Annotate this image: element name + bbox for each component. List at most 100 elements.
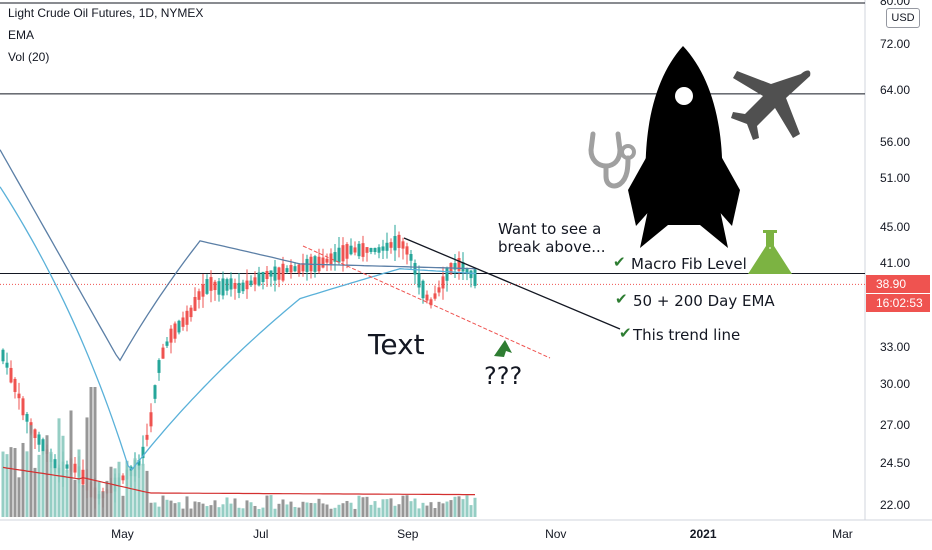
volume-bar: [273, 508, 277, 517]
volume-bar: [129, 470, 133, 517]
volume-bar: [161, 495, 165, 517]
candle-body: [373, 247, 377, 253]
candle-body: [157, 360, 161, 373]
volume-bar: [137, 465, 141, 517]
last-price-tag: 38.90: [866, 275, 930, 293]
candle-body: [393, 236, 397, 251]
volume-bar: [117, 461, 121, 517]
question-annotation: ???: [484, 362, 523, 390]
currency-button[interactable]: USD: [886, 8, 920, 28]
volume-indicator-label[interactable]: Vol (20): [8, 50, 50, 64]
volume-bar: [101, 491, 105, 517]
candle-body: [409, 253, 413, 261]
y-tick-label: 22.00: [879, 498, 910, 512]
candle-body: [417, 273, 421, 288]
y-tick-label: 64.00: [879, 82, 910, 97]
volume-bar: [329, 508, 333, 517]
x-tick-label: Jul: [253, 527, 269, 541]
candle-body: [241, 282, 245, 292]
ema-50-line: [0, 186, 477, 471]
candle-body: [361, 243, 365, 257]
candle-body: [253, 277, 257, 285]
trend-line-black: [403, 237, 621, 330]
volume-ma-line: [2, 466, 475, 496]
volume-bar: [65, 469, 69, 517]
y-tick-label: 51.00: [879, 171, 910, 186]
candle-body: [273, 266, 277, 281]
volume-bar: [81, 485, 85, 517]
volume-bar: [169, 500, 173, 517]
candle-body: [1, 349, 5, 362]
volume-bar: [269, 495, 273, 517]
volume-bar: [365, 496, 369, 517]
candle-body: [345, 244, 349, 259]
volume-bar: [209, 505, 213, 517]
stethoscope-icon: [588, 131, 636, 189]
candle-body: [153, 385, 157, 399]
volume-bar: [381, 499, 385, 517]
volume-bar: [189, 508, 193, 517]
candle-body: [289, 265, 293, 273]
candle-body: [473, 269, 477, 286]
volume-bar: [109, 466, 113, 517]
candle-body: [445, 268, 449, 281]
volume-bar: [225, 497, 229, 517]
flask-icon: [748, 230, 792, 274]
volume-bar: [181, 508, 185, 517]
volume-bar: [85, 417, 89, 517]
check-icon: ✔: [615, 290, 628, 308]
candle-body: [389, 242, 393, 248]
volume-bar: [141, 463, 145, 517]
y-tick-label: 33.00: [879, 340, 910, 355]
candle-body: [325, 258, 329, 263]
volume-bar: [277, 503, 281, 517]
candle-body: [333, 252, 337, 262]
candle-body: [349, 245, 353, 255]
note-line-2: break above...: [498, 238, 606, 256]
volume-bar: [17, 477, 21, 517]
volume-bar: [293, 506, 297, 517]
volume-bar: [353, 508, 357, 517]
x-tick-label: Nov: [545, 527, 567, 541]
candle-body: [401, 241, 405, 249]
volume-bar: [413, 498, 417, 517]
candle-body: [261, 271, 265, 283]
volume-bar: [1, 451, 5, 517]
volume-bar: [217, 507, 221, 517]
volume-bar: [5, 454, 9, 517]
volume-bar: [125, 460, 129, 517]
volume-bar: [333, 507, 337, 517]
volume-bar: [309, 502, 313, 517]
volume-bar: [453, 496, 457, 517]
volume-bar: [57, 418, 61, 517]
volume-bar: [341, 503, 345, 517]
volume-bar: [361, 497, 365, 517]
volume-bar: [253, 505, 257, 517]
candle-body: [357, 243, 361, 257]
candle-body: [421, 280, 425, 299]
volume-bar: [193, 501, 197, 517]
note-line-1: Want to see a: [498, 220, 602, 238]
candle-body: [189, 307, 193, 318]
candle-body: [397, 234, 401, 248]
candle-body: [301, 263, 305, 272]
volume-bar: [473, 497, 477, 517]
volume-bar: [69, 410, 73, 517]
volume-bar: [289, 501, 293, 517]
airplane-icon: [731, 70, 811, 140]
up-arrow-icon: [494, 340, 512, 357]
candle-body: [53, 459, 57, 470]
candle-body: [233, 282, 237, 289]
volume-bar: [465, 495, 469, 517]
ema-indicator-label[interactable]: EMA: [8, 28, 35, 42]
volume-bar: [21, 442, 25, 517]
candle-body: [305, 258, 309, 272]
volume-bar: [325, 504, 329, 517]
check-label-trend: This trend line: [633, 326, 741, 344]
x-tick-label: May: [111, 527, 134, 541]
candle-body: [453, 263, 457, 270]
volume-bar: [89, 387, 93, 517]
volume-bar: [257, 508, 261, 517]
volume-bar: [417, 508, 421, 517]
